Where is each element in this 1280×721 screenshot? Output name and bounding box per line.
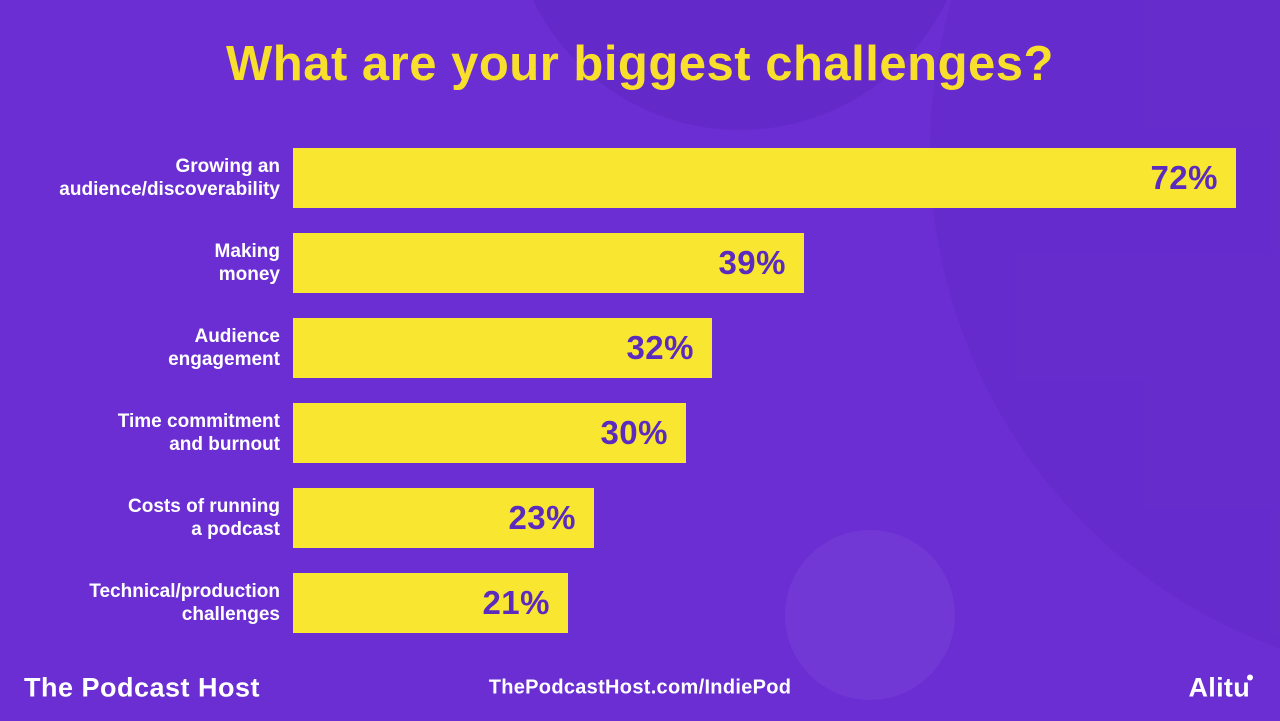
bar: 23%	[293, 488, 594, 548]
bar-row: Audience engagement 32%	[0, 318, 1280, 378]
bar: 39%	[293, 233, 804, 293]
bar-value: 21%	[482, 584, 550, 621]
footer: The Podcast Host ThePodcastHost.com/Indi…	[0, 655, 1280, 721]
bar-value: 30%	[600, 414, 668, 451]
bar-row: Making money 39%	[0, 233, 1280, 293]
brand-alitu-text: Alitu	[1188, 672, 1250, 703]
bar-label: Time commitment and burnout	[117, 411, 280, 455]
bar-row: Technical/production challenges 21%	[0, 573, 1280, 633]
bar-chart: Growing an audience/discoverability 72% …	[0, 148, 1280, 658]
bar-label: Growing an audience/discoverability	[59, 156, 280, 200]
bar-row: Costs of running a podcast 23%	[0, 488, 1280, 548]
bar-value: 23%	[508, 499, 576, 536]
decorative-circle-small	[785, 530, 955, 700]
bar-value: 72%	[1150, 159, 1218, 196]
footer-url: ThePodcastHost.com/IndiePod	[488, 676, 792, 699]
bar-label: Costs of running a podcast	[128, 496, 280, 540]
alitu-u-dot-icon	[1247, 674, 1253, 681]
brand-alitu: Alitu	[1188, 672, 1253, 704]
bar: 30%	[293, 403, 686, 463]
bar-value: 39%	[718, 244, 786, 281]
bar-value: 32%	[626, 329, 694, 366]
bar-label: Audience engagement	[168, 326, 280, 370]
bar-row: Growing an audience/discoverability 72%	[0, 148, 1280, 208]
page-title: What are your biggest challenges?	[226, 37, 1054, 91]
bar: 21%	[293, 573, 568, 633]
bar: 72%	[293, 148, 1236, 208]
bar-row: Time commitment and burnout 30%	[0, 403, 1280, 463]
bar-label: Technical/production challenges	[89, 581, 280, 625]
brand-the-podcast-host: The Podcast Host	[24, 672, 261, 703]
bar-label: Making money	[214, 241, 280, 285]
bar: 32%	[293, 318, 712, 378]
